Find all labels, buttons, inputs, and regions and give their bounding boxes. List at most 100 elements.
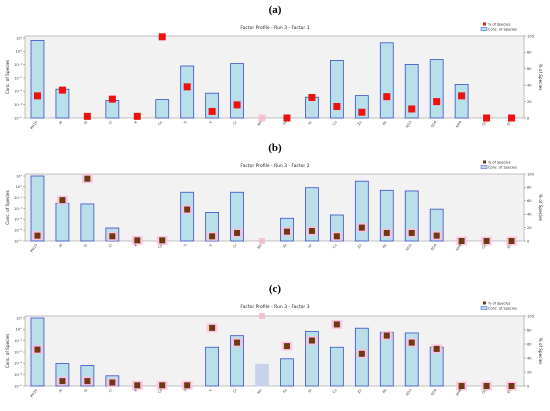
legend-bar-swatch: [480, 306, 488, 310]
y2-tick-label: 0: [527, 239, 530, 243]
y2-tick-label: 100: [527, 34, 535, 38]
x-tick-label: Cu: [332, 388, 338, 394]
x-tick-label: Cl: [108, 120, 113, 125]
y2-tick-label: 0: [527, 116, 530, 120]
y-tick-label: 10⁻²: [14, 350, 22, 354]
y-tick-label: 10°: [16, 328, 23, 332]
y2-tick-label: 100: [527, 314, 535, 318]
plot-area: [24, 35, 525, 119]
x-tick-label: Ca: [157, 243, 163, 249]
x-tick-label: Mn: [257, 243, 263, 249]
bar-Cu: [329, 346, 344, 387]
marker-Zn: [358, 108, 366, 116]
y2-tick-label: 60: [527, 342, 532, 346]
x-tick-label: EC: [506, 120, 512, 127]
y-tick-label: 10⁻³: [14, 362, 22, 366]
y2-axis-label: % of Species: [538, 194, 543, 221]
marker-Cl: [109, 379, 116, 386]
x-tick-label: K: [134, 243, 139, 248]
x-tick-label: EC: [506, 388, 512, 395]
marker-Fe: [283, 114, 291, 122]
chart-title: Factor Profile - Run 3 - Factor 3: [240, 304, 309, 310]
x-tick-label: NO3: [405, 388, 413, 396]
y2-tick-label: 20: [527, 100, 532, 104]
panel-label-b: (b): [268, 142, 282, 154]
x-tick-label: Cl: [108, 388, 113, 393]
x-tick-label: Ni: [307, 243, 312, 248]
y2-tick-label: 20: [527, 226, 532, 230]
marker-Ca: [159, 237, 166, 244]
x-tick-label: V: [208, 388, 213, 393]
marker-Mn: [259, 238, 266, 244]
x-tick-label: NO3: [405, 120, 413, 128]
y2-tick-label: 60: [527, 67, 532, 71]
y-tick-label: 10¹: [16, 316, 23, 320]
marker-Cr: [233, 101, 241, 109]
marker-OC: [483, 238, 490, 244]
marker-Al: [59, 378, 66, 385]
legend-pct-label: % of Species: [488, 23, 511, 27]
y2-axis-label: % of Species: [538, 64, 543, 91]
y-tick-label: 10⁻²: [14, 76, 22, 80]
marker-Pb: [383, 332, 390, 339]
x-tick-label: Ti: [182, 120, 188, 126]
y2-tick-label: 100: [527, 172, 535, 176]
x-tick-label: Zn: [357, 388, 363, 394]
y2-tick-label: 40: [527, 356, 532, 360]
bar-Cr: [230, 335, 244, 387]
bar-Fe: [280, 358, 294, 387]
bar-Pb: [379, 331, 394, 387]
marker-SO4: [433, 232, 440, 239]
legend-conc-label: Conc. of Species: [488, 166, 517, 170]
marker-EC: [508, 114, 516, 122]
marker-Si: [84, 175, 91, 182]
panel-label-a: (a): [268, 4, 282, 16]
bar-Ca: [155, 99, 170, 119]
marker-EC: [508, 238, 515, 244]
marker-Pb: [383, 229, 390, 236]
chart-svg-a: Factor Profile - Run 3 - Factor 1 % of Sp…: [5, 22, 543, 130]
bar-Al: [55, 202, 70, 242]
x-tick-label: Ti: [182, 388, 188, 394]
legend-marker-swatch: [483, 301, 486, 305]
marker-K: [133, 112, 141, 120]
y-tick-label: 10⁻⁵: [14, 116, 22, 120]
chart-panel-a: Factor Profile - Run 3 - Factor 1 % of Sp…: [0, 17, 550, 140]
marker-V: [209, 233, 216, 240]
x-tick-label: V: [208, 120, 213, 125]
x-tick-label: Ca: [157, 388, 163, 394]
x-tick-label: SO4: [430, 388, 437, 396]
marker-SO4: [433, 345, 440, 352]
x-tick-label: Ti: [182, 243, 188, 249]
y-tick-label: 10°: [16, 50, 23, 54]
chart-panel-c: Factor Profile - Run 3 - Factor 3 % of Sp…: [0, 296, 550, 411]
marker-Si: [84, 378, 91, 385]
marker-SO4: [433, 98, 441, 106]
y-tick-label: 10⁻¹: [14, 339, 22, 343]
bar-Cr: [230, 63, 244, 119]
x-tick-label: K: [134, 388, 139, 393]
x-tick-label: Cr: [232, 243, 238, 249]
x-tick-label: Fe: [282, 120, 287, 125]
y2-tick-label: 20: [527, 370, 532, 374]
bar-NH4: [454, 84, 469, 119]
marker-Al: [58, 86, 66, 94]
x-tick-label: V: [208, 243, 213, 248]
y-tick-label: 10¹: [16, 174, 23, 178]
x-tick-label: NH4: [455, 388, 462, 396]
marker-NO3: [408, 339, 415, 346]
x-tick-label: Mn: [257, 120, 263, 126]
y-tick-label: 10⁻³: [14, 218, 22, 222]
marker-PM10: [34, 232, 41, 239]
y-tick-label: 10¹: [16, 36, 23, 40]
plot-area: [24, 315, 525, 387]
marker-K: [134, 382, 141, 389]
bar-Pb: [379, 189, 394, 242]
bar-SO4: [429, 59, 444, 119]
x-tick-label: OC: [481, 388, 488, 395]
x-tick-label: PM10: [30, 120, 39, 130]
marker-Cl: [109, 233, 116, 240]
marker-PM10: [34, 346, 41, 353]
x-tick-label: Ca: [157, 120, 163, 126]
marker-NH4: [458, 92, 466, 100]
